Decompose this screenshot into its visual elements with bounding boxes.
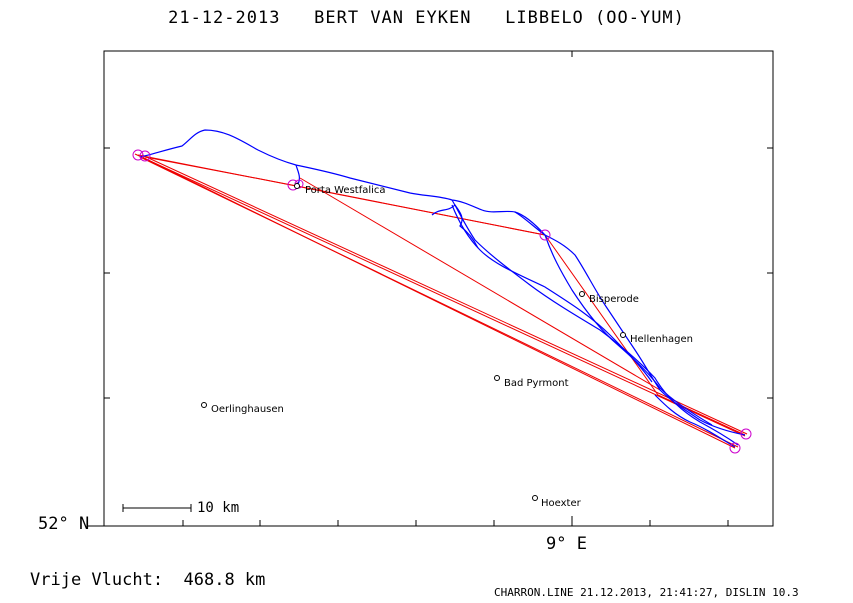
place-label-hoexter: Hoexter xyxy=(541,498,582,509)
place-label-bad-pyrmont: Bad Pyrmont xyxy=(504,378,569,389)
turnpoint-circle xyxy=(539,229,551,241)
place-marker-bad-pyrmont xyxy=(494,375,500,381)
place-marker-hoexter xyxy=(532,495,538,501)
scale-bar xyxy=(122,504,192,512)
longitude-label: 9° E xyxy=(546,534,587,554)
turnpoint-circle xyxy=(132,149,144,161)
map-frame xyxy=(103,50,774,527)
task-legs xyxy=(134,153,748,449)
flight-track xyxy=(139,129,746,448)
place-marker-bisperode xyxy=(579,291,585,297)
turnpoint-circle xyxy=(729,442,741,454)
place-marker-hellenhagen xyxy=(620,332,626,338)
latitude-label: 52° N xyxy=(38,514,90,534)
turnpoint-circle xyxy=(740,428,752,440)
place-marker-porta-westfalica xyxy=(294,183,300,189)
place-label-porta-westfalica: Porta Westfalica xyxy=(305,185,386,196)
place-labels: Porta Westfalica Bisperode Hellenhagen B… xyxy=(211,185,693,509)
place-label-hellenhagen: Hellenhagen xyxy=(630,334,693,345)
page-title: 21-12-2013 BERT VAN EYKEN LIBBELO (OO-YU… xyxy=(168,8,685,28)
scale-bar-label: 10 km xyxy=(197,500,240,516)
place-markers xyxy=(201,183,626,501)
place-marker-oerlinghausen xyxy=(201,402,207,408)
generator-credit: CHARRON.LINE 21.12.2013, 21:41:27, DISLI… xyxy=(494,586,799,599)
place-label-bisperode: Bisperode xyxy=(589,294,639,305)
free-flight-distance: Vrije Vlucht: 468.8 km xyxy=(30,570,266,590)
turnpoint-circle xyxy=(139,150,151,162)
place-label-oerlinghausen: Oerlinghausen xyxy=(211,404,284,415)
axis-ticks xyxy=(88,51,773,527)
